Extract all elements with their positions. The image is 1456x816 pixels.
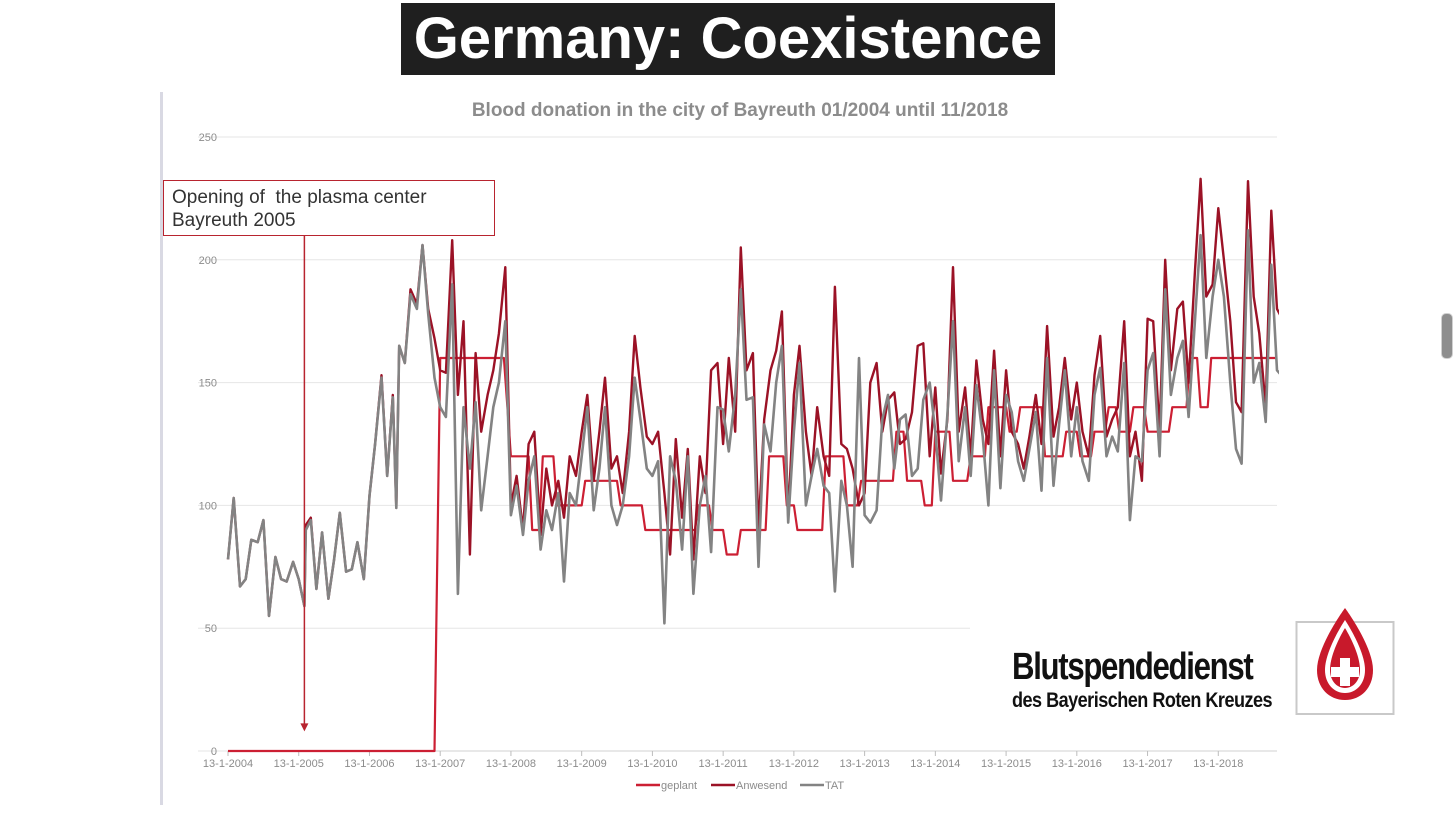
- x-tick-label: 13-1-2017: [1122, 758, 1172, 770]
- x-tick-label: 13-1-2006: [344, 758, 394, 770]
- slide-title: Germany: Coexistence: [401, 3, 1055, 75]
- annotation-arrowhead: [300, 723, 309, 732]
- series-line-anwesend: [226, 177, 1279, 618]
- series-line-tat: [226, 229, 1279, 625]
- y-tick-label: 100: [199, 500, 217, 512]
- panel-edge: [160, 92, 163, 805]
- x-tick-label: 13-1-2007: [415, 758, 465, 770]
- y-tick-label: 150: [199, 378, 217, 390]
- x-tick-label: 13-1-2011: [698, 758, 747, 770]
- x-tick-label: 13-1-2009: [557, 758, 607, 770]
- logo-name: Blutspendedienst: [1012, 646, 1254, 688]
- y-tick-label: 50: [205, 623, 217, 635]
- x-tick-label: 13-1-2008: [486, 758, 536, 770]
- logo-subtitle: des Bayerischen Roten Kreuzes: [1012, 689, 1273, 712]
- legend-label-tat: TAT: [825, 780, 844, 792]
- chart-title: Blood donation in the city of Bayreuth 0…: [471, 100, 1009, 121]
- y-tick-label: 0: [211, 746, 217, 758]
- annotation-line-1: Opening of the plasma center: [172, 187, 427, 208]
- y-tick-label: 250: [199, 132, 217, 144]
- legend-label-geplant: geplant: [661, 780, 697, 792]
- x-tick-label: 13-1-2015: [981, 758, 1031, 770]
- x-tick-label: 13-1-2016: [1052, 758, 1102, 770]
- legend-label-anwesend: Anwesend: [736, 780, 787, 792]
- x-tick-label: 13-1-2013: [840, 758, 890, 770]
- logo-text: Blutspendedienst des Bayerischen Roten K…: [1012, 645, 1276, 713]
- x-tick-label: 13-1-2010: [627, 758, 677, 770]
- scrollbar-thumb[interactable]: [1441, 313, 1453, 359]
- blood-drop-cross-icon: [1295, 608, 1395, 715]
- x-tick-label: 13-1-2004: [203, 758, 253, 770]
- x-tick-label: 13-1-2018: [1193, 758, 1243, 770]
- y-tick-label: 200: [199, 255, 217, 267]
- x-tick-label: 13-1-2005: [274, 758, 324, 770]
- annotation-box: Opening of the plasma center Bayreuth 20…: [163, 180, 495, 236]
- series-line-geplant: [228, 356, 1277, 753]
- x-tick-label: 13-1-2012: [769, 758, 819, 770]
- x-tick-label: 13-1-2014: [910, 758, 960, 770]
- annotation-line-2: Bayreuth 2005: [172, 210, 296, 231]
